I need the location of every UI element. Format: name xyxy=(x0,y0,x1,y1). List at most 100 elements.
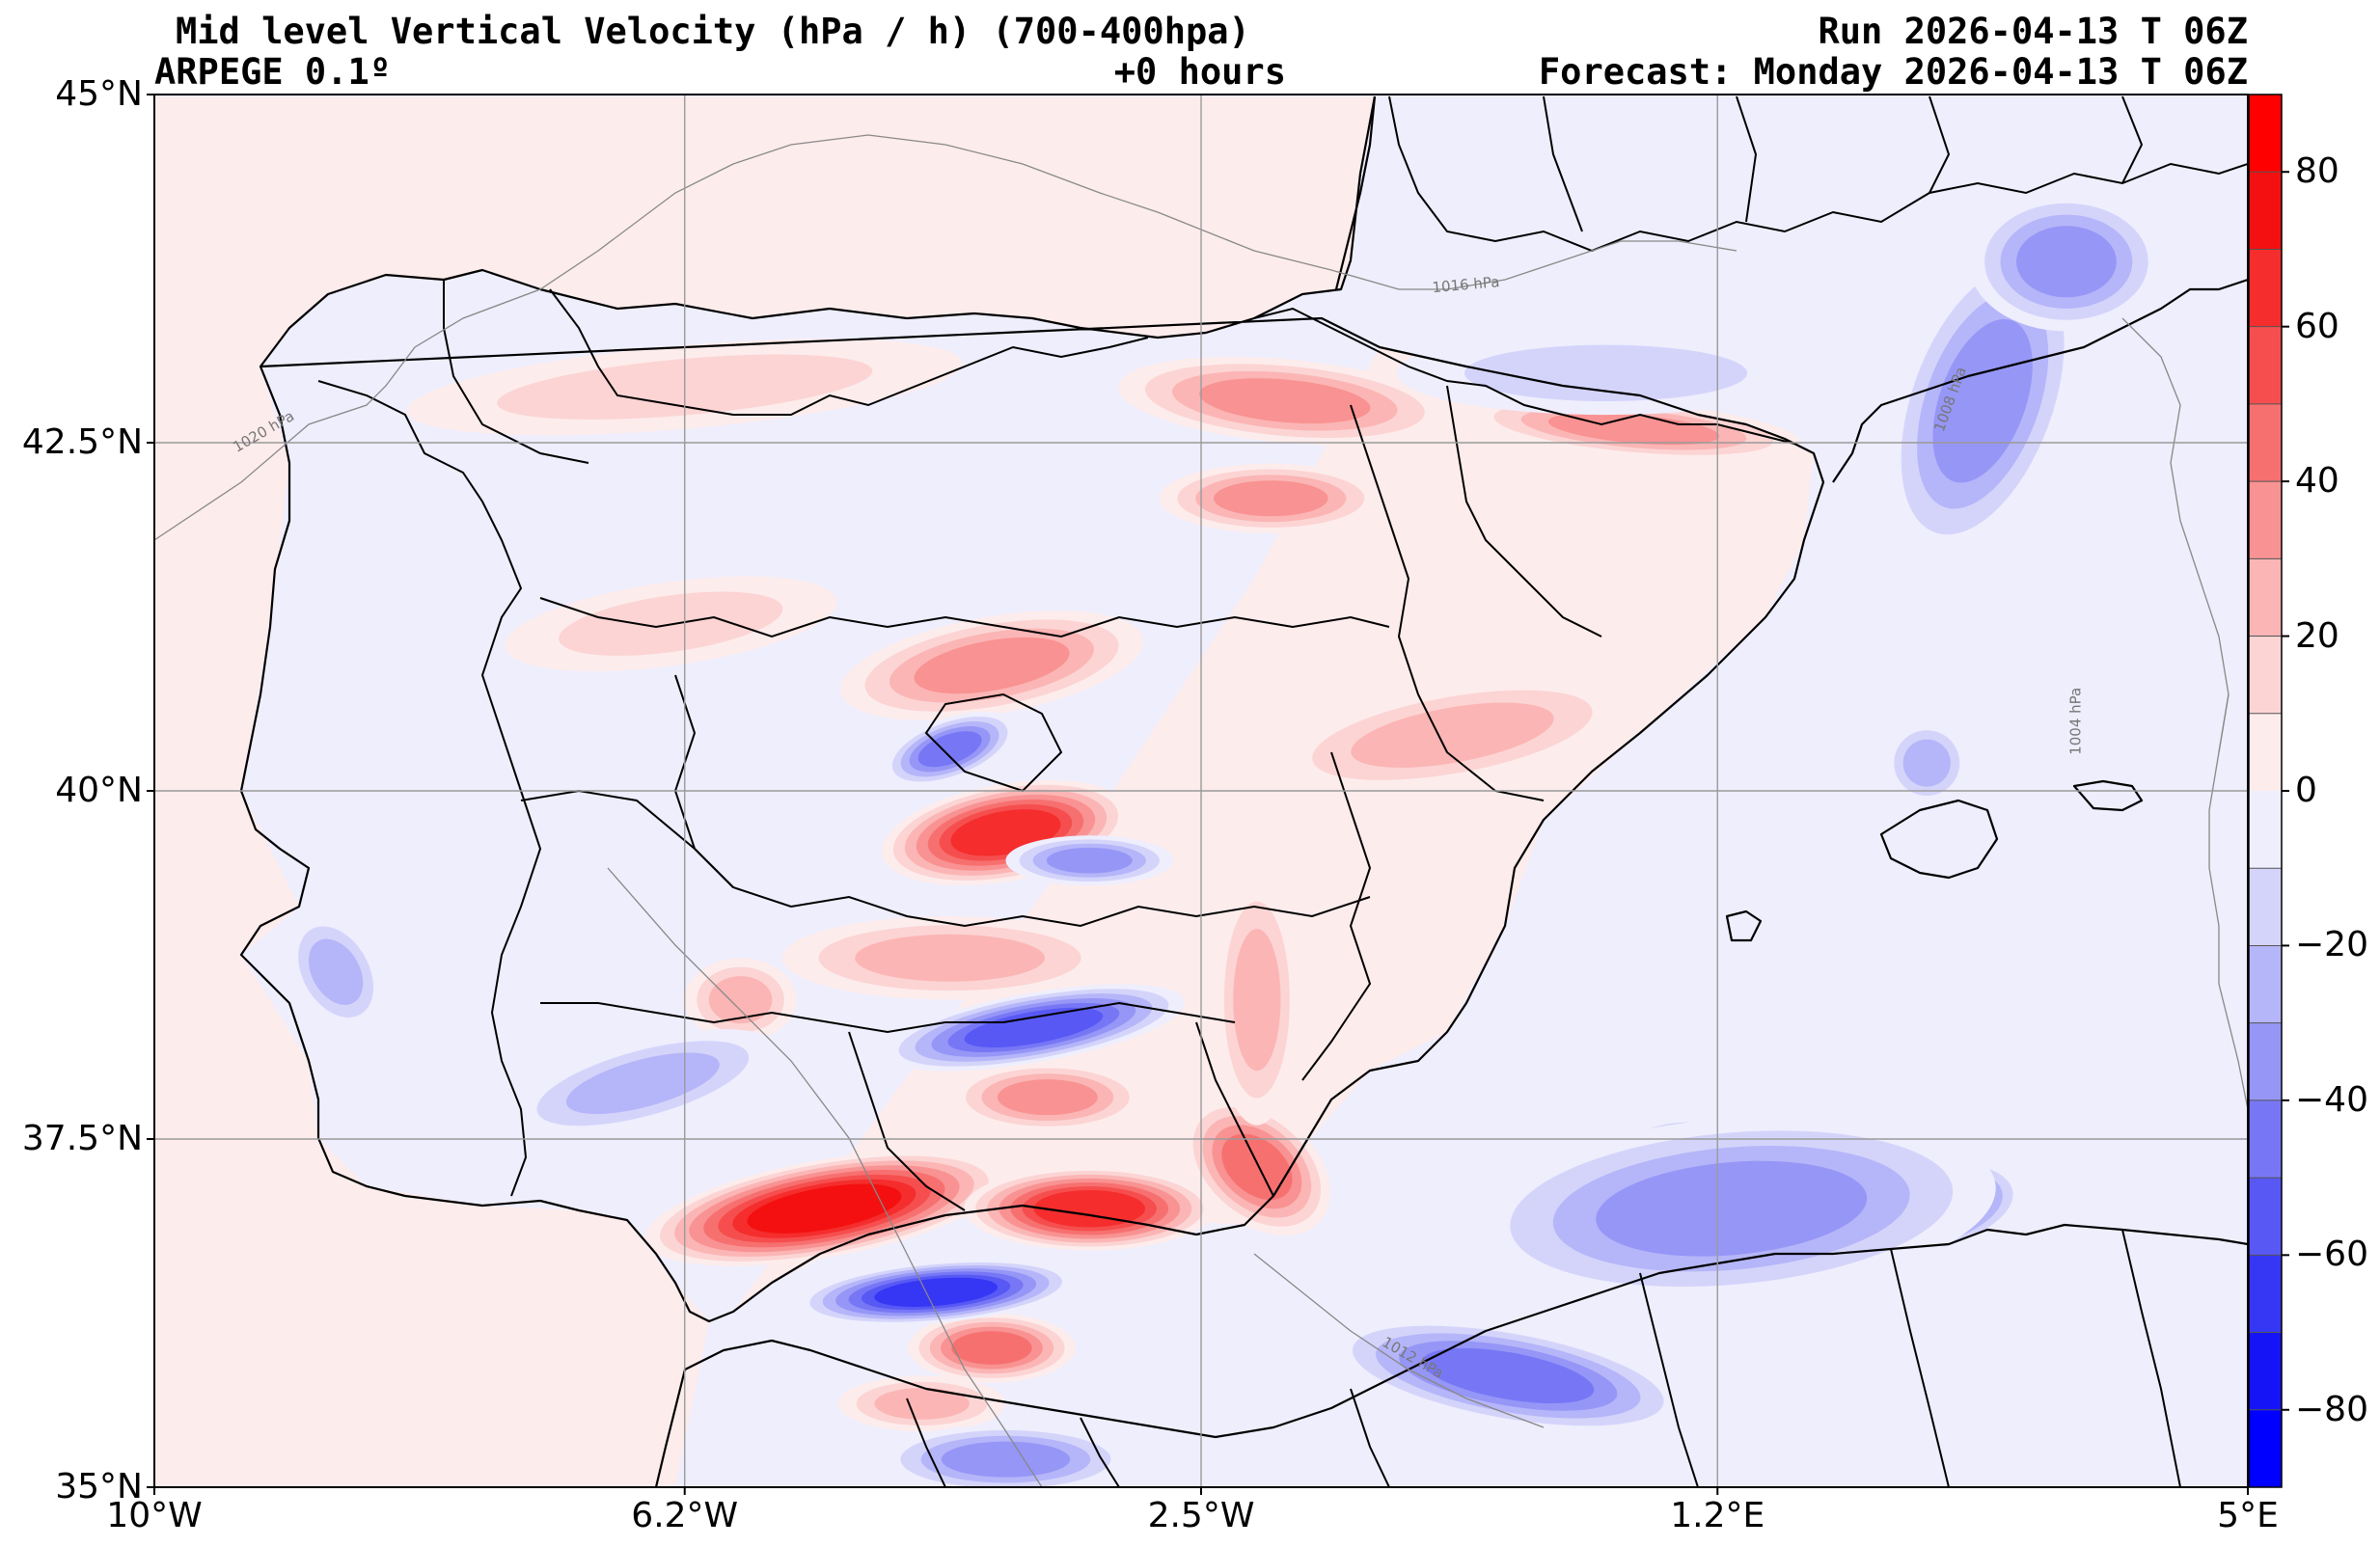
border-valencia xyxy=(1301,751,1372,1081)
colorbar-segment xyxy=(2249,558,2282,637)
field-cell xyxy=(644,1151,1003,1266)
colorbar-tick-label: 80 xyxy=(2295,151,2339,192)
field-cell xyxy=(883,711,1017,787)
forecast-label: Forecast: Monday 2026-04-13 T 06Z xyxy=(1538,51,2248,93)
colorbar-segment xyxy=(2249,1022,2282,1100)
isobar-label: 1004 hPa xyxy=(2066,688,2084,755)
colorbar-tick-label: 40 xyxy=(2295,461,2339,502)
lat-tick-label: 40°N xyxy=(55,771,143,810)
field-cell xyxy=(908,1313,1076,1383)
field-contour xyxy=(997,1079,1098,1116)
border-france-regions-2 xyxy=(1543,95,2144,232)
field-contour xyxy=(1547,412,1720,446)
border-portugal xyxy=(317,380,542,1197)
border-france xyxy=(1253,307,1795,445)
field-contour xyxy=(1221,1133,1293,1201)
isobar-1016 xyxy=(1157,211,1737,290)
run-label: Run 2026-04-13 T 06Z xyxy=(1818,11,2248,52)
colorbar-tick-label: 0 xyxy=(2295,771,2317,810)
regional-borders xyxy=(317,95,2248,1487)
field-land-tint xyxy=(154,96,1814,1487)
field-cell xyxy=(1466,1115,1996,1302)
iberia-coastline xyxy=(239,95,1825,1323)
lead-time-label: +0 hours xyxy=(1113,51,1286,93)
field-contour xyxy=(874,1277,999,1307)
axis-ticks xyxy=(147,94,2249,1495)
field-cell xyxy=(1396,331,1816,416)
colorbar-tick-label: −60 xyxy=(2295,1235,2368,1275)
field-cell xyxy=(880,1425,1132,1487)
field-contour xyxy=(308,938,364,1005)
field-contour xyxy=(941,1441,1071,1478)
colorbar-segment xyxy=(2249,1178,2282,1256)
lat-tick-label: 45°N xyxy=(55,74,143,114)
field-contour xyxy=(747,1183,902,1234)
model-label: ARPEGE 0.1º xyxy=(154,51,392,93)
colorbar-segment xyxy=(2249,403,2282,482)
field-cell xyxy=(287,913,384,1031)
field-cell xyxy=(1159,463,1383,533)
border-murcia xyxy=(1195,1021,1274,1197)
field-contour xyxy=(1033,1190,1145,1228)
colorbar-tick-label: −40 xyxy=(2295,1079,2368,1120)
colorbar-segment xyxy=(2249,481,2282,559)
field-contour xyxy=(708,976,773,1024)
field-cell xyxy=(796,1259,1076,1325)
border-morocco xyxy=(906,1229,2181,1487)
field-cell xyxy=(882,984,1186,1072)
field-contour xyxy=(914,637,1070,694)
colorbar xyxy=(2248,94,2283,1488)
border-france-regions xyxy=(1388,95,2248,253)
border-catalonia xyxy=(1446,385,1602,638)
border-aragon xyxy=(1350,404,1545,801)
border-granada xyxy=(848,1031,966,1211)
france-coastline xyxy=(1334,95,1377,290)
field-contour xyxy=(1464,344,1748,401)
field-cell xyxy=(782,915,1118,1000)
field-contour xyxy=(1902,739,1951,787)
mediterranean-france-coast xyxy=(1832,278,2248,483)
field-cell xyxy=(1005,835,1174,886)
lat-tick-label: 37.5°N xyxy=(21,1119,143,1158)
colorbar-segment xyxy=(2249,95,2282,173)
colorbar-ticks xyxy=(2282,171,2289,1411)
isobar-1004 xyxy=(2208,693,2248,1110)
field-cell xyxy=(1328,1317,1687,1433)
lon-tick-label: 6.2°W xyxy=(631,1496,739,1535)
field-contour xyxy=(1932,318,2033,483)
colorbar-segment xyxy=(2249,249,2282,327)
menorca xyxy=(2072,779,2144,812)
field-cell xyxy=(684,958,797,1042)
field-contour xyxy=(1596,1160,1868,1257)
isobar-1008 xyxy=(2121,317,2230,753)
colorbar-segment xyxy=(2249,172,2282,250)
colorbar-segment xyxy=(2249,791,2282,869)
colorbar-segment xyxy=(2249,1332,2282,1410)
field-cell xyxy=(1215,874,1299,1126)
map-title: Mid level Vertical Velocity (hPa / h) (7… xyxy=(176,11,1250,52)
isobar-1012 xyxy=(607,867,1545,1487)
coastlines-and-borders xyxy=(239,95,2248,1487)
isobars xyxy=(154,134,2248,1487)
field-contour xyxy=(1199,378,1371,424)
colorbar-tick-label: 60 xyxy=(2295,306,2339,346)
border-extremadura xyxy=(520,789,734,888)
colorbar-tick-label: −20 xyxy=(2295,925,2368,965)
colorbar-segment xyxy=(2249,1255,2282,1333)
colorbar-segment xyxy=(2249,945,2282,1023)
colorbar-segment xyxy=(2249,326,2282,404)
field-contour xyxy=(1214,480,1328,517)
border-andalusia xyxy=(540,1001,1236,1034)
field-contour xyxy=(565,1052,720,1115)
field-cell xyxy=(1968,192,2165,332)
field-cell xyxy=(837,1375,1006,1432)
field-contour xyxy=(874,1387,970,1420)
lon-tick-label: 1.2°E xyxy=(1670,1496,1765,1535)
lon-tick-label: 10°W xyxy=(106,1496,203,1535)
colorbar-tick-label: 20 xyxy=(2295,615,2339,656)
field-cell xyxy=(1183,1098,1330,1236)
border-madrid xyxy=(924,692,1063,793)
field-contour xyxy=(1233,929,1281,1072)
